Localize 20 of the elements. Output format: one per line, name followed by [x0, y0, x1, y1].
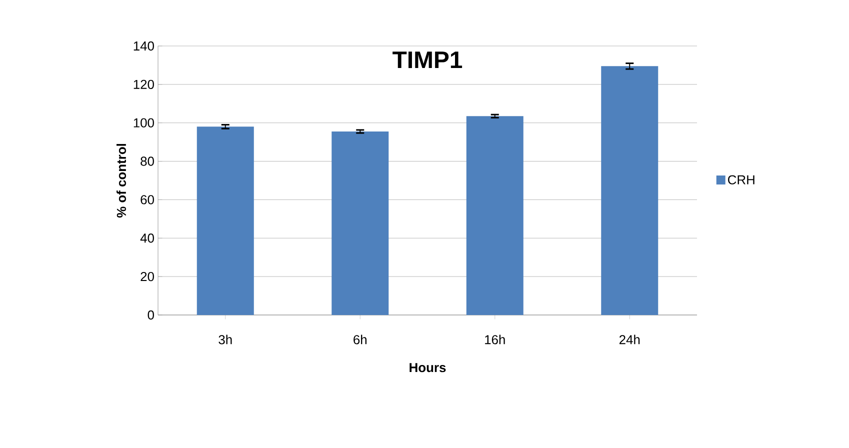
y-tick-label: 0: [148, 310, 154, 320]
y-tick-label: 100: [134, 118, 154, 128]
y-tick-label: 20: [140, 272, 154, 282]
x-axis-title: Hours: [410, 363, 446, 372]
y-tick-label: 140: [134, 41, 154, 51]
y-tick-label: 120: [134, 80, 154, 89]
y-tick-label: 60: [140, 195, 154, 204]
chart-title: TIMP1: [392, 52, 462, 68]
bar: [196, 126, 254, 315]
bar: [332, 131, 389, 315]
y-axis-title: % of control: [116, 144, 126, 218]
bar: [601, 66, 658, 315]
bar: [466, 116, 524, 315]
y-tick-label: 80: [140, 156, 154, 166]
x-tick-label: 3h: [218, 334, 232, 344]
x-tick-label: 24h: [619, 334, 640, 344]
y-tick-label: 40: [140, 234, 154, 243]
legend-label: CRH: [728, 175, 754, 184]
x-tick-label: 16h: [485, 334, 505, 344]
x-tick-label: 6h: [354, 334, 366, 344]
